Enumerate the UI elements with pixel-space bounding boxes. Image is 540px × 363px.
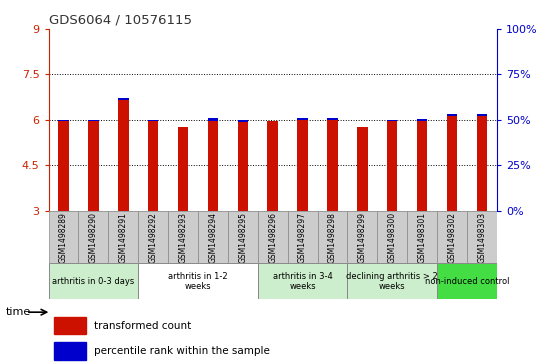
Bar bbox=[58, 121, 69, 211]
Bar bbox=[238, 121, 248, 122]
Bar bbox=[267, 121, 278, 211]
Text: GSM1498302: GSM1498302 bbox=[448, 212, 456, 263]
Bar bbox=[78, 211, 109, 263]
Text: GSM1498291: GSM1498291 bbox=[119, 212, 128, 263]
Bar bbox=[54, 317, 86, 334]
Text: GSM1498303: GSM1498303 bbox=[477, 212, 487, 263]
Bar bbox=[467, 211, 497, 263]
Text: GSM1498301: GSM1498301 bbox=[417, 212, 427, 263]
Bar bbox=[347, 263, 437, 299]
Text: GSM1498293: GSM1498293 bbox=[179, 212, 187, 263]
Bar bbox=[477, 116, 487, 211]
Bar bbox=[447, 114, 457, 116]
Text: GSM1498300: GSM1498300 bbox=[388, 212, 397, 263]
Text: GSM1498294: GSM1498294 bbox=[208, 212, 218, 263]
Bar bbox=[138, 211, 168, 263]
Text: non-induced control: non-induced control bbox=[424, 277, 509, 286]
Text: GSM1498292: GSM1498292 bbox=[148, 212, 158, 263]
Text: arthritis in 3-4
weeks: arthritis in 3-4 weeks bbox=[273, 272, 333, 291]
Text: GSM1498299: GSM1498299 bbox=[358, 212, 367, 263]
Text: arthritis in 0-3 days: arthritis in 0-3 days bbox=[52, 277, 134, 286]
Bar bbox=[148, 121, 158, 211]
Bar bbox=[437, 211, 467, 263]
Bar bbox=[258, 211, 288, 263]
Text: arthritis in 1-2
weeks: arthritis in 1-2 weeks bbox=[168, 272, 228, 291]
Bar bbox=[387, 120, 397, 121]
Bar bbox=[58, 120, 69, 121]
Bar bbox=[387, 121, 397, 211]
Bar bbox=[417, 121, 427, 211]
Bar bbox=[357, 127, 368, 211]
Bar bbox=[298, 120, 308, 211]
Bar bbox=[258, 263, 347, 299]
Bar bbox=[198, 211, 228, 263]
Text: percentile rank within the sample: percentile rank within the sample bbox=[94, 346, 271, 356]
Bar bbox=[109, 211, 138, 263]
Text: time: time bbox=[5, 307, 31, 317]
Text: GSM1498298: GSM1498298 bbox=[328, 212, 337, 263]
Text: GSM1498296: GSM1498296 bbox=[268, 212, 277, 263]
Bar bbox=[447, 116, 457, 211]
Bar bbox=[88, 121, 99, 211]
Bar bbox=[437, 263, 497, 299]
Bar bbox=[327, 118, 338, 120]
Bar bbox=[417, 119, 427, 121]
Bar bbox=[138, 263, 258, 299]
Text: GSM1498290: GSM1498290 bbox=[89, 212, 98, 263]
Text: GSM1498295: GSM1498295 bbox=[238, 212, 247, 263]
Bar bbox=[477, 114, 487, 116]
Bar bbox=[118, 98, 129, 100]
Bar bbox=[49, 211, 78, 263]
Bar bbox=[49, 263, 138, 299]
Bar bbox=[318, 211, 347, 263]
Bar bbox=[377, 211, 407, 263]
Text: declining arthritis > 2
weeks: declining arthritis > 2 weeks bbox=[346, 272, 438, 291]
Bar bbox=[228, 211, 258, 263]
Bar bbox=[407, 211, 437, 263]
Bar bbox=[298, 118, 308, 120]
Bar bbox=[288, 211, 318, 263]
Bar bbox=[148, 120, 158, 121]
Text: transformed count: transformed count bbox=[94, 321, 192, 331]
Bar bbox=[238, 122, 248, 211]
Text: GSM1498297: GSM1498297 bbox=[298, 212, 307, 263]
Bar bbox=[208, 118, 218, 121]
Bar bbox=[178, 127, 188, 211]
Text: GSM1498289: GSM1498289 bbox=[59, 212, 68, 263]
Bar bbox=[347, 211, 377, 263]
Bar bbox=[327, 120, 338, 211]
Bar bbox=[168, 211, 198, 263]
Bar bbox=[118, 100, 129, 211]
Bar bbox=[208, 121, 218, 211]
Text: GDS6064 / 10576115: GDS6064 / 10576115 bbox=[49, 13, 192, 26]
Bar bbox=[54, 342, 86, 360]
